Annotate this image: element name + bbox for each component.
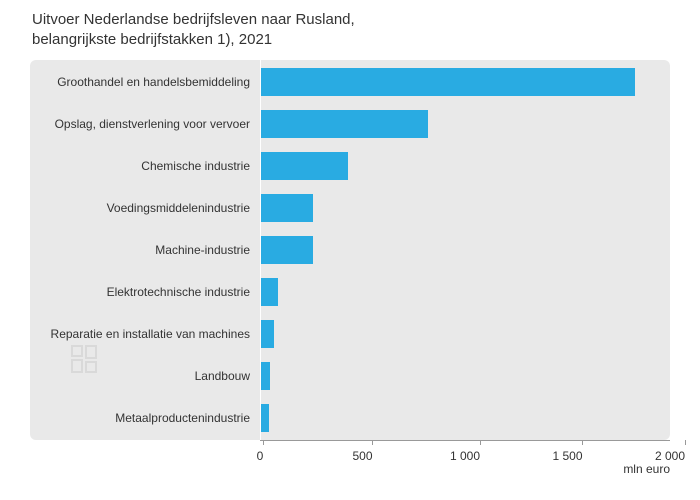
tick-label: 1 500 — [552, 449, 582, 463]
x-tick: 0 — [260, 440, 267, 463]
tick-label: 500 — [352, 449, 372, 463]
x-tick: 2 000 — [670, 440, 700, 463]
category-label: Groothandel en handelsbemiddeling — [30, 75, 260, 89]
bar — [260, 194, 313, 222]
bar — [260, 320, 274, 348]
category-label: Landbouw — [30, 369, 260, 383]
category-label: Elektrotechnische industrie — [30, 285, 260, 299]
tick-mark — [480, 440, 481, 445]
chart-title: Uitvoer Nederlandse bedrijfsleven naar R… — [32, 10, 355, 49]
tick-mark — [372, 440, 373, 445]
x-axis-title: mln euro — [623, 462, 670, 476]
bar — [260, 278, 278, 306]
bar-row: Opslag, dienstverlening voor vervoer — [30, 103, 670, 145]
category-label: Reparatie en installatie van machines — [30, 327, 260, 341]
bar-row: Landbouw — [30, 355, 670, 397]
bar — [260, 152, 348, 180]
bar-row: Groothandel en handelsbemiddeling — [30, 61, 670, 103]
x-tick: 500 — [363, 440, 383, 463]
bar — [260, 404, 269, 432]
bar — [260, 236, 313, 264]
bar-row: Voedingsmiddelenindustrie — [30, 187, 670, 229]
bar-track — [260, 229, 670, 271]
tick-label: 0 — [257, 449, 264, 463]
bar-track — [260, 397, 670, 439]
title-line-1: Uitvoer Nederlandse bedrijfsleven naar R… — [32, 11, 355, 28]
tick-mark — [685, 440, 686, 445]
bar — [260, 362, 270, 390]
tick-mark — [263, 440, 264, 445]
bar-track — [260, 145, 670, 187]
category-label: Opslag, dienstverlening voor vervoer — [30, 117, 260, 131]
bar-row: Metaalproductenindustrie — [30, 397, 670, 439]
bar-track — [260, 103, 670, 145]
tick-mark — [582, 440, 583, 445]
bar-row: Elektrotechnische industrie — [30, 271, 670, 313]
bar-track — [260, 313, 670, 355]
category-label: Voedingsmiddelenindustrie — [30, 201, 260, 215]
category-label: Chemische industrie — [30, 159, 260, 173]
bar-track — [260, 271, 670, 313]
bar-track — [260, 187, 670, 229]
plot-area: Groothandel en handelsbemiddeling Opslag,… — [30, 60, 670, 440]
y-axis-baseline — [260, 60, 261, 440]
tick-label: 2 000 — [655, 449, 685, 463]
bar-row: Machine-industrie — [30, 229, 670, 271]
category-label: Metaalproductenindustrie — [30, 411, 260, 425]
bar — [260, 110, 428, 138]
x-axis: mln euro 05001 0001 5002 000 — [260, 440, 670, 480]
title-line-2: belangrijkste bedrijfstakken 1), 2021 — [32, 31, 272, 48]
bar-track — [260, 355, 670, 397]
x-tick: 1 000 — [465, 440, 495, 463]
bar-row: Reparatie en installatie van machines — [30, 313, 670, 355]
bar — [260, 68, 635, 96]
category-label: Machine-industrie — [30, 243, 260, 257]
bar-row: Chemische industrie — [30, 145, 670, 187]
tick-label: 1 000 — [450, 449, 480, 463]
x-tick: 1 500 — [568, 440, 598, 463]
bar-track — [260, 61, 670, 103]
